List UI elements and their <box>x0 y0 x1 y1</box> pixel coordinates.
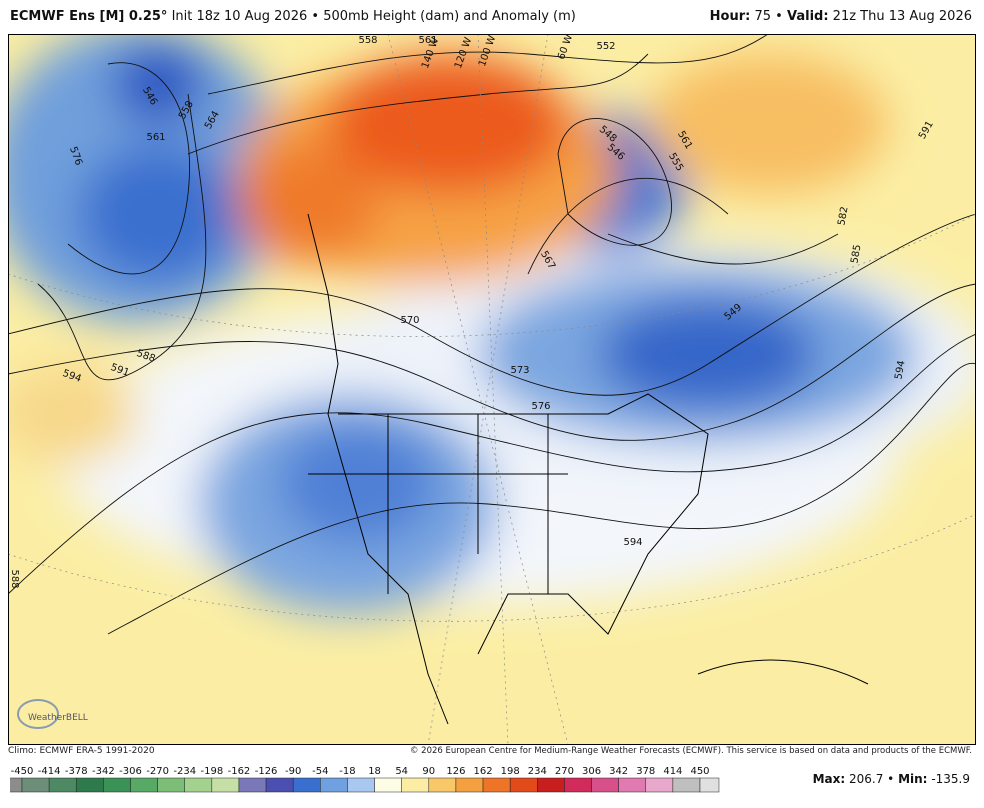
colorbar-swatch <box>130 777 158 793</box>
min-label: Min: <box>898 772 928 786</box>
colorbar-tick-label: -126 <box>255 766 278 777</box>
hour-value: 75 <box>754 9 772 24</box>
colorbar-swatch <box>591 777 619 793</box>
colorbar-swatch <box>48 777 77 793</box>
copyright: © 2026 European Centre for Medium-Range … <box>409 746 972 756</box>
colorbar-tick-label: -342 <box>92 766 115 777</box>
colorbar-tick-label: 18 <box>368 766 381 777</box>
colorbar-swatch <box>320 777 348 793</box>
colorbar-swatch <box>401 777 430 793</box>
header-right: Hour: 75 • Valid: 21z Thu 13 Aug 2026 <box>709 9 972 24</box>
contours <box>8 34 976 635</box>
colorbar-tick-label: 450 <box>690 766 709 777</box>
colorbar-swatch <box>238 777 267 793</box>
product-name: 500mb Height (dam) and Anomaly (m) <box>323 9 576 24</box>
colorbar-swatch <box>211 777 240 793</box>
map-frame <box>8 34 976 745</box>
contour-label: 582 <box>836 206 850 227</box>
colorbar-tick-label: 54 <box>395 766 408 777</box>
colorbar-tick-label: 270 <box>555 766 574 777</box>
colorbar-swatch <box>618 777 647 793</box>
colorbar-swatch <box>347 777 375 793</box>
colorbar-tick-label: -306 <box>119 766 142 777</box>
colorbar-swatch <box>509 777 538 793</box>
header-left: ECMWF Ens [M] 0.25° Init 18z 10 Aug 2026… <box>10 9 576 24</box>
contour-label: 552 <box>596 41 615 52</box>
colorbar-tick-label: -270 <box>146 766 169 777</box>
hour-label: Hour: <box>709 9 751 24</box>
colorbar-tick-label: 90 <box>422 766 435 777</box>
colorbar-tick-label: -18 <box>339 766 355 777</box>
anomaly-field <box>8 34 976 745</box>
contour-label: 588 <box>9 569 20 588</box>
model-name: ECMWF Ens [M] 0.25° <box>10 9 168 24</box>
colorbar-swatch <box>184 777 213 793</box>
contour-label: 558 <box>358 35 377 46</box>
colorbar-tick-label: 378 <box>636 766 655 777</box>
climo-note: Climo: ECMWF ERA-5 1991-2020 <box>8 746 155 756</box>
colorbar-swatch <box>699 777 720 793</box>
graticule <box>8 34 976 745</box>
logo-swirl <box>17 699 59 729</box>
colorbar-swatch <box>537 777 565 793</box>
colorbar-swatch <box>374 777 402 793</box>
colorbar-swatch <box>292 777 321 793</box>
contour-label: 573 <box>510 365 529 376</box>
colorbar-tick-label: 414 <box>663 766 682 777</box>
colorbar-swatch <box>265 777 294 793</box>
colorbar-swatch <box>75 777 104 793</box>
colorbar-swatch <box>455 777 484 793</box>
contour-label: 576 <box>531 401 550 412</box>
colorbar-tick-label: -162 <box>228 766 251 777</box>
colorbar-tick-label: 234 <box>528 766 547 777</box>
contour-label: 594 <box>893 360 907 381</box>
max-value: 206.7 <box>849 772 884 786</box>
coastlines <box>307 213 869 725</box>
contour-label: 561 <box>146 132 165 143</box>
colorbar-swatch <box>645 777 674 793</box>
max-min: Max: 206.7 • Min: -135.9 <box>812 772 970 786</box>
colorbar-tick-label: 126 <box>446 766 465 777</box>
init-time: Init 18z 10 Aug 2026 <box>171 9 308 24</box>
valid-label: Valid: <box>786 9 829 24</box>
colorbar-swatch <box>157 777 185 793</box>
colorbar-swatch <box>21 777 50 793</box>
contour-label: 561 <box>418 35 437 46</box>
colorbar-swatch <box>672 777 701 793</box>
colorbar-tick-label: 162 <box>473 766 492 777</box>
colorbar-tick-label: -414 <box>38 766 61 777</box>
colorbar-tick-label: -450 <box>11 766 34 777</box>
colorbar-tick-label: -54 <box>312 766 328 777</box>
colorbar-tick-label: 342 <box>609 766 628 777</box>
contour-label: 570 <box>400 315 419 326</box>
colorbar-tick-label: -198 <box>200 766 223 777</box>
valid-value: 21z Thu 13 Aug 2026 <box>832 9 972 24</box>
logo: WeatherBELL <box>28 713 88 723</box>
colorbar-tick-label: -378 <box>65 766 88 777</box>
colorbar-swatch <box>10 777 23 793</box>
min-value: -135.9 <box>931 772 970 786</box>
colorbar: -450 -414 -378 -342 -306 -270 -234 -198 -162 -126… <box>10 766 720 793</box>
max-label: Max: <box>812 772 846 786</box>
colorbar-swatch <box>428 777 457 793</box>
colorbar-swatch <box>564 777 592 793</box>
colorbar-tick-label: -234 <box>173 766 196 777</box>
colorbar-tick-label: -90 <box>285 766 301 777</box>
colorbar-tick-label: 198 <box>501 766 520 777</box>
colorbar-swatch <box>482 777 511 793</box>
contour-label: 594 <box>623 537 642 548</box>
colorbar-swatch <box>103 777 131 793</box>
contour-label: 585 <box>849 244 863 265</box>
colorbar-tick-label: 306 <box>582 766 601 777</box>
